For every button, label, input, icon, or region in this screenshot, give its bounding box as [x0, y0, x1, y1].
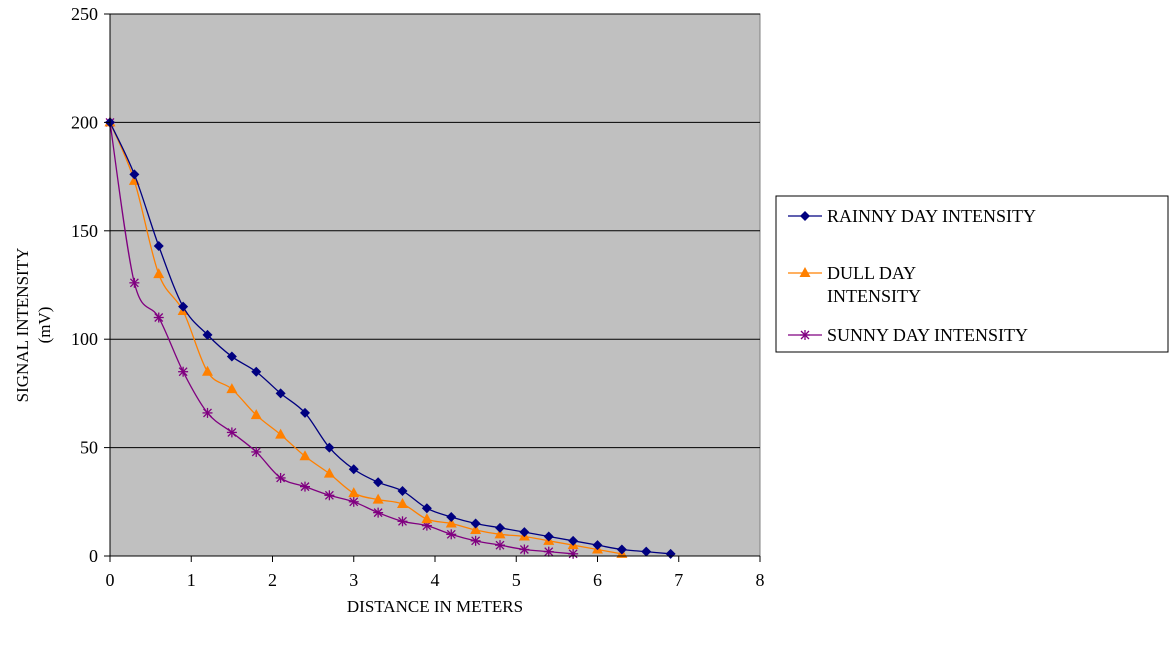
data-point [129, 277, 140, 288]
legend-box [775, 195, 1169, 353]
data-point [470, 535, 481, 546]
data-point [373, 477, 384, 488]
data-point [275, 472, 286, 483]
series-group [104, 116, 676, 559]
y-tick-label: 250 [71, 4, 98, 24]
y-tick-label: 100 [71, 329, 98, 349]
data-point [641, 546, 652, 557]
x-tick-label: 1 [187, 570, 196, 590]
y-tick-label: 200 [71, 112, 98, 132]
data-point [348, 496, 359, 507]
data-point [495, 540, 505, 551]
data-point [178, 366, 189, 377]
data-point [421, 503, 432, 514]
data-point [226, 383, 238, 394]
y-tick-labels: 0 50 100 150 200 250 [71, 4, 110, 566]
data-point [153, 268, 165, 279]
data-point [348, 464, 359, 475]
x-axis-title: DISTANCE IN METERS [347, 597, 523, 616]
gridlines [110, 13, 760, 449]
data-point [129, 169, 140, 180]
data-point [446, 529, 457, 540]
data-point [299, 450, 311, 461]
x-tick-label: 3 [349, 570, 358, 590]
legend-label: SUNNY DAY INTENSITY [827, 325, 1028, 345]
data-point [543, 546, 554, 557]
series-rainny-day-intensity [105, 117, 676, 559]
data-point [153, 240, 164, 251]
plot-area [109, 13, 761, 557]
data-point [372, 493, 384, 504]
data-point [519, 544, 530, 555]
data-point [373, 507, 384, 518]
legend-marker [800, 330, 810, 340]
data-point [397, 497, 408, 508]
data-point [250, 409, 262, 420]
legend-item-sunny-day-intensity: SUNNY DAY INTENSITY [788, 325, 1028, 345]
x-tick-label: 6 [593, 570, 602, 590]
y-axis-title: SIGNAL INTENSITY [13, 248, 32, 403]
data-point [300, 407, 310, 418]
data-point [178, 301, 189, 312]
data-point [251, 446, 262, 457]
data-point [495, 522, 505, 533]
legend-label: DULL DAY [827, 263, 916, 283]
data-point [568, 535, 579, 546]
data-point [470, 523, 482, 534]
data-point [592, 540, 603, 551]
data-point [226, 351, 237, 362]
data-point [348, 487, 360, 498]
data-point [202, 329, 213, 340]
data-point [446, 511, 457, 522]
data-point [616, 544, 627, 555]
data-point [153, 312, 164, 323]
data-point [202, 407, 213, 418]
y-tick-label: 0 [89, 546, 98, 566]
legend-marker [799, 267, 811, 277]
legend-item-dull-day-intensity: DULL DAY INTENSITY [788, 263, 921, 306]
y-axis-unit: (mV) [35, 307, 54, 344]
data-point [568, 548, 579, 559]
x-tick-label: 4 [431, 570, 440, 590]
legend-marker [800, 211, 810, 221]
series-line [109, 122, 574, 555]
legend-item-rainny-day-intensity: RAINNY DAY INTENSITY [788, 206, 1036, 226]
data-point [470, 518, 481, 529]
data-point [275, 428, 287, 439]
data-point [323, 467, 335, 478]
y-tick-label: 50 [80, 438, 98, 458]
data-point [445, 517, 457, 528]
data-point [421, 513, 433, 524]
x-tick-labels: 0 1 2 3 4 5 6 7 8 [106, 556, 765, 590]
x-tick-label: 5 [512, 570, 521, 590]
x-tick-label: 8 [756, 570, 765, 590]
x-tick-label: 2 [268, 570, 277, 590]
data-point [251, 366, 262, 377]
data-point [397, 485, 408, 496]
data-point [275, 388, 286, 399]
data-point [543, 531, 554, 542]
x-tick-label: 7 [674, 570, 683, 590]
series-line [109, 122, 622, 555]
legend: RAINNY DAY INTENSITY DULL DAY INTENSITY SUN… [775, 195, 1169, 353]
data-point [324, 442, 335, 453]
data-point [519, 527, 530, 538]
legend-label: INTENSITY [827, 286, 921, 306]
data-point [494, 528, 506, 539]
data-point [300, 481, 310, 492]
data-point [397, 516, 408, 527]
data-point [226, 427, 237, 438]
legend-label: RAINNY DAY INTENSITY [827, 206, 1036, 226]
x-tick-label: 0 [106, 570, 115, 590]
data-point [324, 490, 335, 501]
y-tick-label: 150 [71, 221, 98, 241]
data-point [202, 365, 213, 376]
